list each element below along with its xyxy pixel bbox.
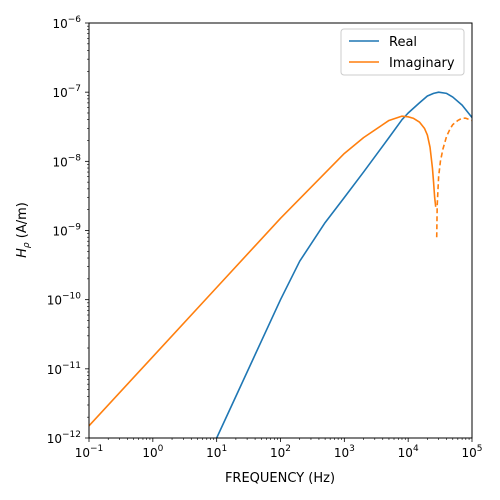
x-axis-label: FREQUENCY (Hz) [225, 471, 335, 486]
y-axis-label-units: (A/m) [15, 202, 30, 242]
y-tick-label-2: 10−10 [47, 292, 82, 308]
legend-label-real: Real [389, 35, 417, 50]
x-tick-label-6: 105 [461, 444, 482, 460]
y-tick-label-3: 10−9 [52, 223, 81, 239]
y-axis-label: Hρ (A/m) [15, 202, 32, 258]
series-line-0 [215, 91, 472, 438]
series-line-2 [435, 117, 472, 238]
x-tick-label-3: 102 [270, 444, 291, 460]
x-tick-label-2: 101 [206, 444, 227, 460]
y-tick-label-6: 10−6 [52, 15, 81, 31]
x-tick-label-1: 100 [142, 444, 163, 460]
y-axis: 10−12 10−11 10−10 10−9 10−8 10−7 10−6 [47, 15, 89, 446]
axes-frame [88, 22, 473, 439]
y-axis-label-sub: ρ [22, 242, 32, 248]
y-tick-label-4: 10−8 [52, 153, 81, 169]
y-axis-label-main: H [15, 248, 30, 258]
x-tick-label-0: 10−1 [75, 444, 104, 460]
x-tick-label-4: 103 [334, 444, 355, 460]
x-tick-label-5: 104 [398, 444, 419, 460]
x-axis: 10−1 100 101 102 103 104 105 [75, 438, 483, 460]
series-line-1 [89, 115, 437, 427]
y-tick-label-1: 10−11 [47, 361, 81, 377]
legend-label-imaginary: Imaginary [389, 56, 455, 71]
series-layer [89, 91, 472, 438]
y-tick-label-5: 10−7 [52, 84, 81, 100]
y-tick-label-0: 10−12 [47, 430, 81, 446]
legend: Real Imaginary [340, 28, 465, 76]
